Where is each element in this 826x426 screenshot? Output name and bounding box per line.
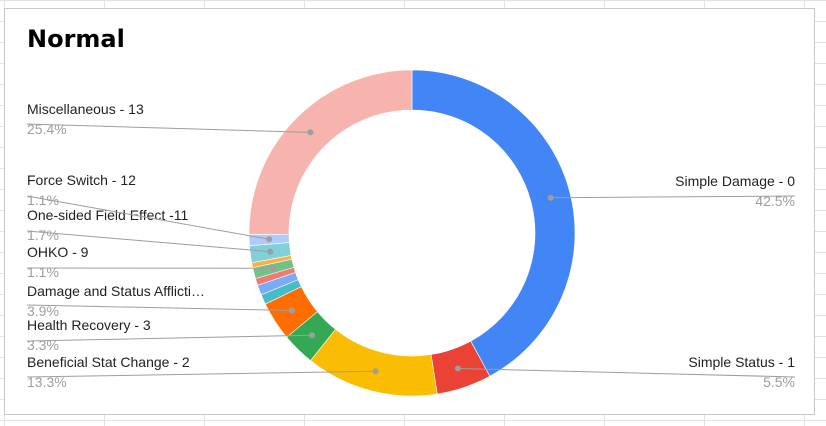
label-group-beneficial-stat-change-2: Beneficial Stat Change - 2 13.3% xyxy=(26,354,379,390)
chart-card: Normal Simple Damage - 0 42.5% Simple Stat… xyxy=(4,8,815,415)
slice-label: OHKO - 9 xyxy=(27,244,89,260)
label-group-damage-and-status-afflicti: Damage and Status Afflicti… 3.9% xyxy=(26,283,295,319)
slice-labels: Simple Damage - 0 42.5% Simple Status - 1 5… xyxy=(26,101,796,390)
slice-label: Miscellaneous - 13 xyxy=(27,101,144,117)
slice-beneficial-stat-change-2[interactable] xyxy=(310,328,438,397)
leader-line xyxy=(26,334,313,342)
leader-dot xyxy=(372,368,379,375)
leader-line xyxy=(26,370,376,378)
leader-line xyxy=(457,367,796,378)
slice-label: Damage and Status Afflicti… xyxy=(27,283,205,299)
slice-label: One-sided Field Effect -11 xyxy=(27,207,189,223)
leader-line xyxy=(26,123,311,133)
slice-percent: 1.7% xyxy=(27,227,59,243)
leader-dot xyxy=(307,129,314,136)
leader-dot xyxy=(266,236,273,243)
donut-slices xyxy=(248,69,576,397)
label-group-one-sided-field-effect-11: One-sided Field Effect -11 1.7% xyxy=(26,207,274,255)
leader-line xyxy=(550,195,796,199)
leader-dot xyxy=(270,265,277,272)
slice-miscellaneous-13[interactable] xyxy=(248,69,413,235)
donut-chart: Simple Damage - 0 42.5% Simple Status - 1 5… xyxy=(26,69,796,397)
label-group-simple-damage-0: Simple Damage - 0 42.5% xyxy=(547,173,796,209)
leader-dot xyxy=(454,365,461,372)
leader-dot xyxy=(308,332,315,339)
label-group-miscellaneous-13: Miscellaneous - 13 25.4% xyxy=(26,101,314,137)
slice-percent: 1.1% xyxy=(27,264,59,280)
label-group-ohko-9: OHKO - 9 1.1% xyxy=(26,244,277,280)
label-group-simple-status-1: Simple Status - 1 5.5% xyxy=(454,354,796,390)
label-group-force-switch-12: Force Switch - 12 1.1% xyxy=(26,172,273,243)
label-group-health-recovery-3: Health Recovery - 3 3.3% xyxy=(26,317,315,353)
slice-percent: 42.5% xyxy=(755,193,795,209)
leader-dot xyxy=(288,307,295,314)
slice-label: Simple Damage - 0 xyxy=(675,173,795,189)
leader-dot xyxy=(547,194,554,201)
slice-label: Simple Status - 1 xyxy=(688,354,795,370)
slice-label: Health Recovery - 3 xyxy=(27,317,151,333)
chart-title: Normal xyxy=(27,25,125,53)
slice-percent: 25.4% xyxy=(27,121,67,137)
slice-percent: 3.3% xyxy=(27,337,59,353)
slice-percent: 5.5% xyxy=(763,374,795,390)
leader-line xyxy=(26,230,271,253)
slice-simple-damage-0[interactable] xyxy=(411,69,576,377)
leader-dot xyxy=(267,248,274,255)
slice-percent: 13.3% xyxy=(27,374,67,390)
leader-line xyxy=(26,195,270,240)
slice-percent: 3.9% xyxy=(27,303,59,319)
slice-label: Force Switch - 12 xyxy=(27,172,136,188)
slice-label: Beneficial Stat Change - 2 xyxy=(27,354,190,370)
slice-percent: 1.1% xyxy=(27,192,59,208)
leader-line xyxy=(26,304,292,311)
